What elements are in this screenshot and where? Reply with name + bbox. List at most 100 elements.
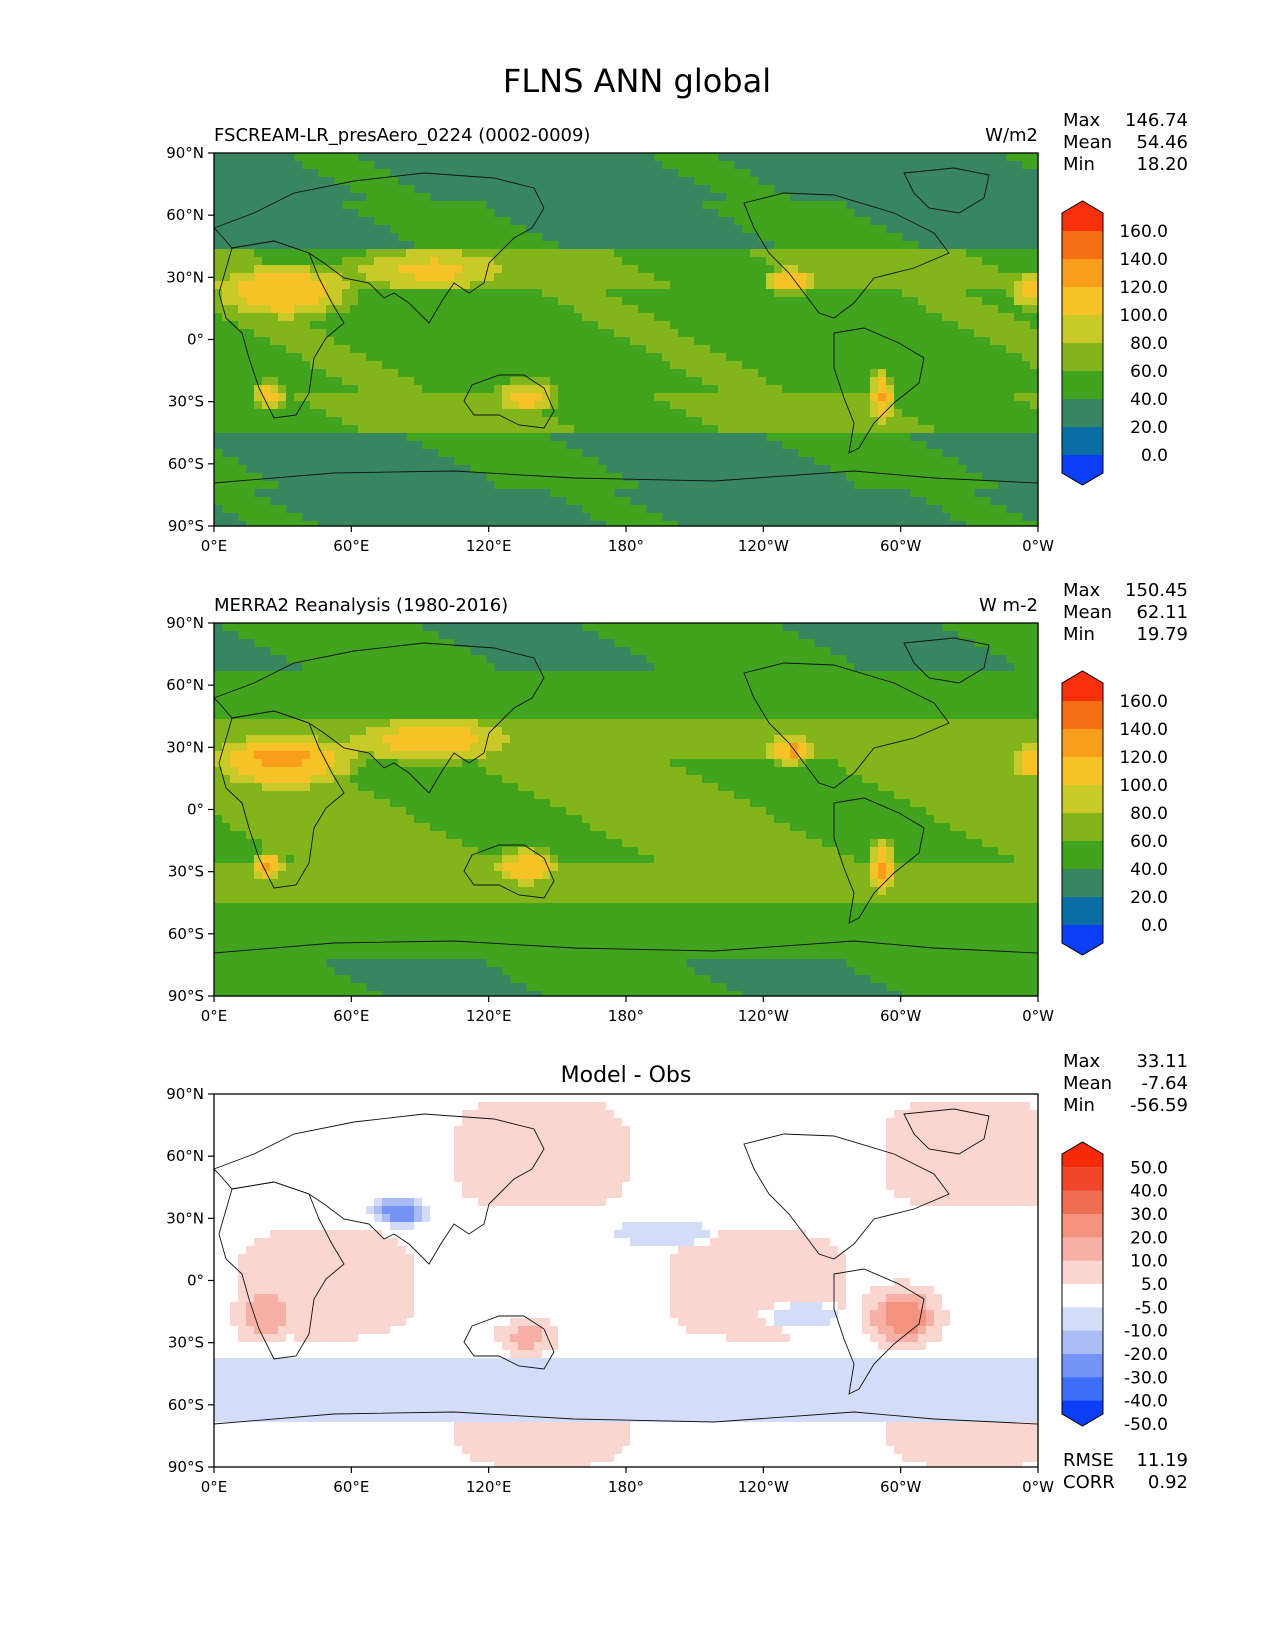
- map-cell: [854, 433, 863, 442]
- map-cell: [766, 457, 775, 466]
- map-cell: [758, 361, 767, 370]
- map-cell: [478, 393, 487, 402]
- map-cell: [686, 497, 695, 506]
- map-cell: [270, 209, 279, 218]
- map-cell: [958, 473, 967, 482]
- map-cell: [886, 273, 895, 282]
- map-cell: [646, 297, 655, 306]
- map-cell: [998, 169, 1007, 178]
- map-cell: [806, 385, 815, 394]
- map-cell: [374, 449, 383, 458]
- map-cell: [542, 265, 551, 274]
- map-cell: [718, 281, 727, 290]
- map-cell: [702, 257, 711, 266]
- map-cell: [982, 401, 991, 410]
- map-cell: [902, 297, 911, 306]
- map-cell: [494, 305, 503, 314]
- map-cell: [550, 513, 559, 522]
- map-cell: [222, 297, 231, 306]
- map-cell: [334, 489, 343, 498]
- map-cell: [238, 241, 247, 250]
- map-cell: [638, 369, 647, 378]
- map-cell: [526, 329, 535, 338]
- map-cell: [630, 305, 639, 314]
- map-cell: [1014, 321, 1023, 330]
- map-cell: [1014, 233, 1023, 242]
- map-cell: [990, 481, 999, 490]
- map-cell: [486, 377, 495, 386]
- map-cell: [846, 161, 855, 170]
- map-cell: [590, 241, 599, 250]
- map-cell: [942, 521, 951, 527]
- map-cell: [582, 409, 591, 418]
- map-cell: [558, 409, 567, 418]
- map-cell: [534, 433, 543, 442]
- map-cell: [246, 457, 255, 466]
- map-cell: [974, 217, 983, 226]
- map-cell: [262, 273, 271, 282]
- map-cell: [246, 289, 255, 298]
- map-cell: [1030, 185, 1039, 194]
- map-cell: [822, 393, 831, 402]
- map-cell: [766, 361, 775, 370]
- map-cell: [422, 417, 431, 426]
- map-cell: [702, 409, 711, 418]
- map-cell: [342, 289, 351, 298]
- map-cell: [278, 377, 287, 386]
- map-cell: [294, 217, 303, 226]
- map-cell: [1022, 265, 1031, 274]
- map-cell: [454, 425, 463, 434]
- map-cell: [782, 401, 791, 410]
- map-cell: [238, 449, 247, 458]
- map-cell: [614, 465, 623, 474]
- map-cell: [510, 265, 519, 274]
- map-cell: [246, 185, 255, 194]
- map-cell: [1030, 473, 1039, 482]
- map-cell: [230, 417, 239, 426]
- map-cell: [662, 153, 671, 162]
- map-cell: [494, 505, 503, 514]
- map-cell: [366, 265, 375, 274]
- map-cell: [342, 337, 351, 346]
- map-cell: [670, 185, 679, 194]
- map-cell: [486, 481, 495, 490]
- map-cell: [494, 521, 503, 527]
- map-cell: [734, 393, 743, 402]
- map-cell: [710, 297, 719, 306]
- map-cell: [734, 409, 743, 418]
- map-cell: [326, 401, 335, 410]
- map-cell: [942, 481, 951, 490]
- map-cell: [222, 281, 231, 290]
- map-cell: [662, 257, 671, 266]
- map-cell: [246, 273, 255, 282]
- map-cell: [702, 393, 711, 402]
- map-cell: [934, 417, 943, 426]
- map-cell: [1014, 169, 1023, 178]
- map-cell: [230, 177, 239, 186]
- map-cell: [622, 177, 631, 186]
- map-cell: [686, 425, 695, 434]
- map-cell: [822, 153, 831, 162]
- map-cell: [302, 377, 311, 386]
- map-cell: [870, 161, 879, 170]
- map-cell: [646, 369, 655, 378]
- map-cell: [582, 241, 591, 250]
- map-cell: [486, 433, 495, 442]
- map-cell: [350, 297, 359, 306]
- map-cell: [342, 433, 351, 442]
- map-cell: [454, 337, 463, 346]
- map-cell: [526, 497, 535, 506]
- map-cell: [278, 233, 287, 242]
- map-cell: [310, 481, 319, 490]
- map-cell: [294, 193, 303, 202]
- map-cell: [790, 337, 799, 346]
- map-cell: [326, 409, 335, 418]
- map-cell: [246, 481, 255, 490]
- map-cell: [878, 169, 887, 178]
- map-cell: [222, 233, 231, 242]
- map-cell: [230, 433, 239, 442]
- map-cell: [494, 241, 503, 250]
- map-cell: [822, 273, 831, 282]
- map-cell: [622, 201, 631, 210]
- map-cell: [638, 257, 647, 266]
